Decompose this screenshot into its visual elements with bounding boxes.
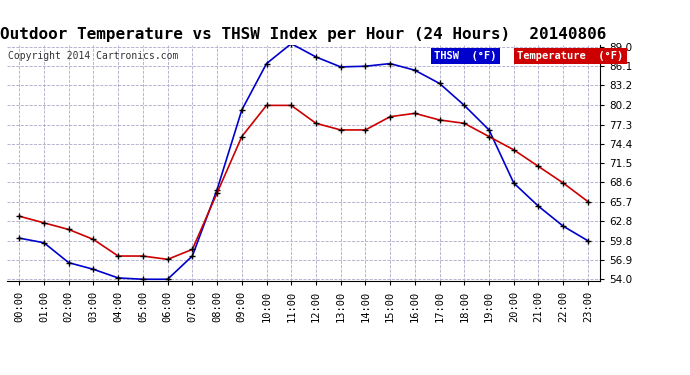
Text: Temperature  (°F): Temperature (°F) <box>518 51 624 61</box>
Title: Outdoor Temperature vs THSW Index per Hour (24 Hours)  20140806: Outdoor Temperature vs THSW Index per Ho… <box>1 27 607 42</box>
Text: THSW  (°F): THSW (°F) <box>434 51 497 61</box>
Text: Copyright 2014 Cartronics.com: Copyright 2014 Cartronics.com <box>8 51 179 61</box>
